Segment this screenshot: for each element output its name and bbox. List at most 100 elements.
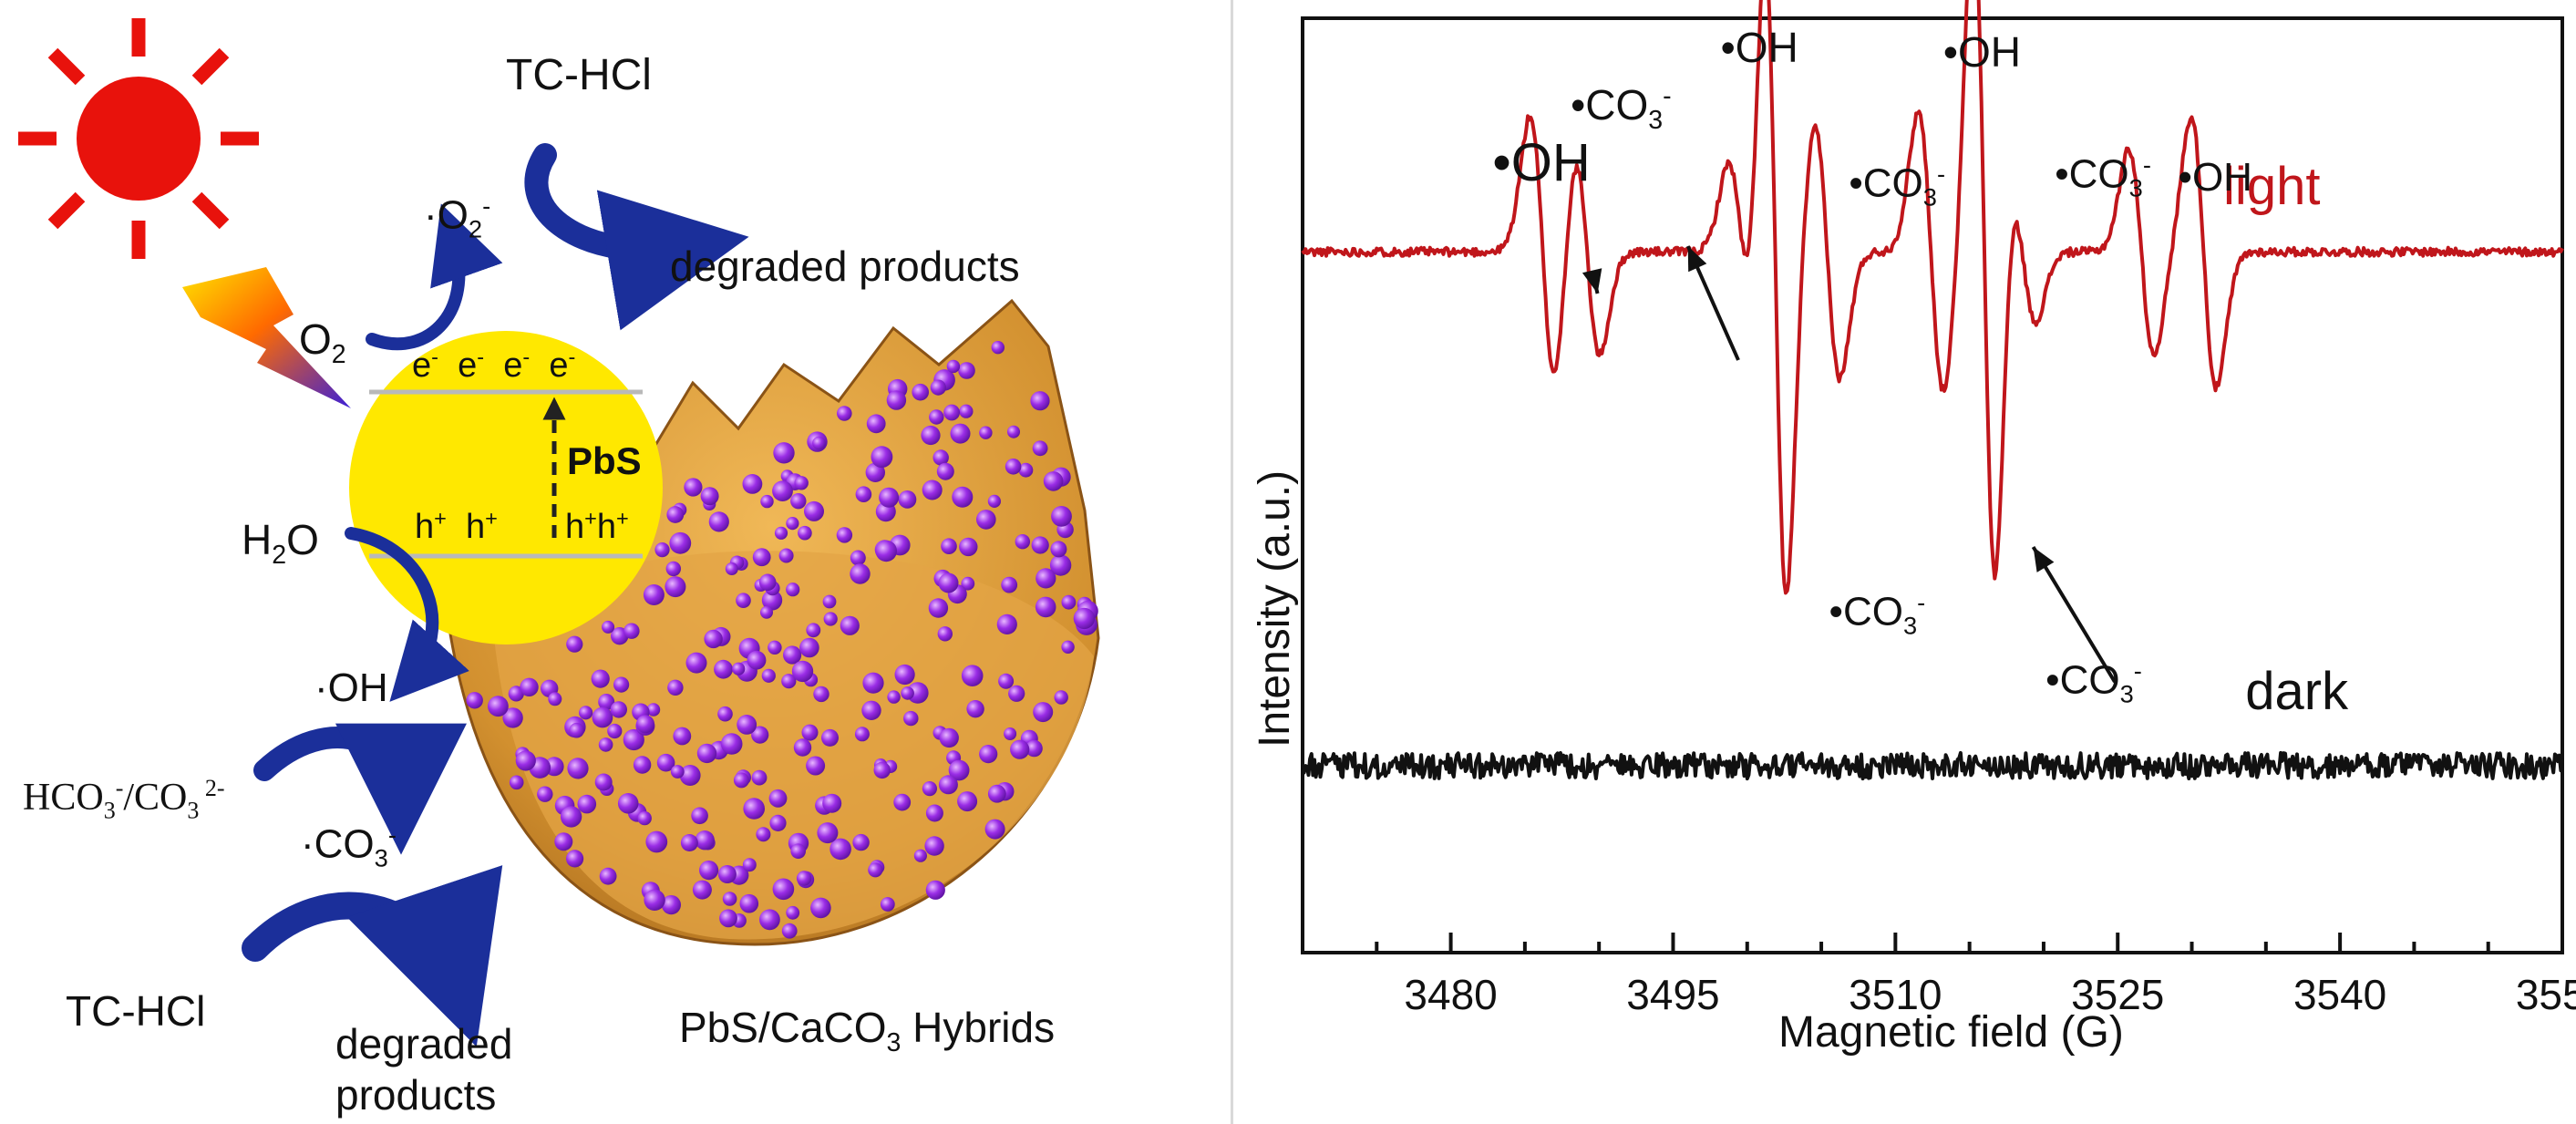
nanoparticle-dot bbox=[509, 775, 524, 790]
nanoparticle-dot bbox=[633, 756, 652, 774]
nanoparticle-dot bbox=[1054, 690, 1068, 705]
nanoparticle-dot bbox=[742, 858, 757, 872]
series-light bbox=[1301, 0, 2564, 595]
nanoparticle-dot bbox=[661, 895, 682, 915]
nanoparticle-dot bbox=[768, 640, 782, 655]
nanoparticle-dot bbox=[939, 727, 959, 748]
nanoparticle-dot bbox=[871, 446, 893, 469]
nanoparticle-dot bbox=[772, 878, 795, 901]
hole-4: h+ bbox=[596, 506, 629, 546]
reaction-arrows bbox=[242, 143, 749, 1047]
nanoparticle-dot bbox=[1030, 391, 1050, 411]
nanoparticle-dot bbox=[591, 669, 610, 688]
nanoparticle-dot bbox=[743, 798, 765, 820]
nanoparticle-dot bbox=[886, 390, 907, 410]
carbonate-label: HCO3-/CO3 2- bbox=[23, 775, 225, 824]
nanoparticle-dot bbox=[987, 494, 1001, 509]
nanoparticle-dot bbox=[717, 865, 737, 883]
nanoparticle-dot bbox=[548, 692, 562, 706]
nanoparticle-dot bbox=[875, 540, 897, 562]
arrow-head-icon bbox=[2033, 547, 2055, 572]
x-tick-label: 3525 bbox=[2071, 971, 2164, 1018]
nanoparticle-dot bbox=[645, 830, 668, 853]
nanoparticle-dot bbox=[768, 789, 788, 808]
nanoparticle-dot bbox=[751, 769, 768, 786]
nanoparticle-dot bbox=[798, 525, 812, 541]
nanoparticle-dot bbox=[691, 807, 708, 825]
nanoparticle-dot bbox=[855, 486, 872, 502]
water-label: H2O bbox=[242, 516, 319, 571]
nanoparticle-dot bbox=[840, 615, 860, 635]
nanoparticle-dot bbox=[778, 548, 794, 563]
hole-row-right: h+h+ bbox=[565, 506, 629, 547]
nanoparticle-dot bbox=[708, 511, 729, 532]
x-tick-label: 3510 bbox=[1849, 971, 1942, 1018]
nanoparticle-dot bbox=[665, 576, 686, 598]
nanoparticle-dot bbox=[959, 537, 978, 557]
x-tick-label: 3555 bbox=[2516, 971, 2576, 1018]
nanoparticle-dot bbox=[725, 562, 738, 575]
nanoparticle-dot bbox=[786, 905, 800, 920]
series-dark bbox=[1301, 750, 2564, 781]
nanoparticle-dot bbox=[894, 664, 915, 686]
radical-dot-icon: • bbox=[2178, 155, 2192, 200]
nanoparticle-dot bbox=[861, 700, 881, 720]
nanoparticle-dot bbox=[739, 893, 759, 913]
superoxide-label: ·O2- bbox=[424, 191, 491, 243]
nanoparticle-dot bbox=[924, 836, 944, 856]
nanoparticle-dot bbox=[794, 476, 809, 490]
nanoparticle-dot bbox=[1008, 685, 1025, 702]
y-axis-label: Intensity (a.u.) bbox=[1251, 469, 1299, 748]
radical-dot-icon: • bbox=[1942, 28, 1958, 76]
nanoparticle-dot bbox=[783, 645, 802, 665]
hydroxyl-label: ·OH bbox=[314, 665, 388, 710]
nanoparticle-dot bbox=[1043, 471, 1064, 491]
nanoparticle-dot bbox=[656, 753, 675, 772]
nanoparticle-dot bbox=[984, 819, 1005, 840]
nanoparticle-dot bbox=[822, 594, 837, 609]
nanoparticle-dot bbox=[793, 738, 812, 757]
nanoparticle-dot bbox=[502, 707, 523, 728]
nanoparticle-dot bbox=[937, 626, 953, 642]
electron-1: e- bbox=[412, 345, 438, 385]
radical-dot-icon: • bbox=[1849, 160, 1863, 206]
nanoparticle-dot bbox=[666, 506, 685, 523]
nanoparticle-dot bbox=[801, 724, 819, 741]
nanoparticle-dot bbox=[813, 686, 829, 703]
nanoparticle-dot bbox=[961, 576, 975, 591]
nanoparticle-dot bbox=[930, 379, 946, 396]
nanoparticle-dot bbox=[636, 715, 654, 734]
nanoparticle-dot bbox=[700, 487, 719, 506]
nanoparticle-dot bbox=[804, 500, 824, 521]
peak-label-oh: •OH bbox=[1720, 24, 1798, 71]
nanoparticle-dot bbox=[637, 810, 652, 826]
nanoparticle-dot bbox=[607, 723, 623, 739]
nanoparticle-dot bbox=[850, 563, 871, 584]
nanoparticle-dot bbox=[1061, 594, 1077, 610]
nanoparticle-dots bbox=[466, 341, 1098, 939]
nanoparticle-dot bbox=[685, 652, 707, 674]
nanoparticle-dot bbox=[466, 692, 483, 709]
nanoparticle-dot bbox=[733, 772, 749, 789]
nanoparticle-dot bbox=[760, 605, 773, 619]
nanoparticle-dot bbox=[1036, 568, 1056, 589]
nanoparticle-dot bbox=[520, 677, 539, 696]
nanoparticle-dot bbox=[751, 726, 769, 744]
radical-dot-icon: • bbox=[1571, 81, 1586, 129]
nanoparticle-dot bbox=[696, 743, 717, 764]
nanoparticle-dot bbox=[810, 897, 831, 919]
nanoparticle-dot bbox=[758, 573, 777, 592]
nanoparticle-dot bbox=[796, 871, 812, 886]
plot-frame bbox=[1301, 16, 2564, 954]
peak-label-co3: •CO3- bbox=[1849, 160, 1946, 211]
nanoparticle-dot bbox=[602, 620, 615, 634]
nanoparticle-dot bbox=[679, 765, 701, 786]
radical-dot-icon: • bbox=[1720, 24, 1736, 71]
nanoparticle-dot bbox=[933, 449, 949, 466]
degraded-products-top-label: degraded products bbox=[670, 242, 1020, 290]
scheme-graphics bbox=[18, 18, 1100, 1047]
epr-chart: 3480 3495 3510 3525 3540 3555 bbox=[1301, 0, 2576, 1018]
nanoparticle-dot bbox=[1033, 702, 1054, 723]
nanoparticle-dot bbox=[617, 793, 639, 814]
tc-hcl-top-label: TC-HCl bbox=[506, 51, 652, 99]
